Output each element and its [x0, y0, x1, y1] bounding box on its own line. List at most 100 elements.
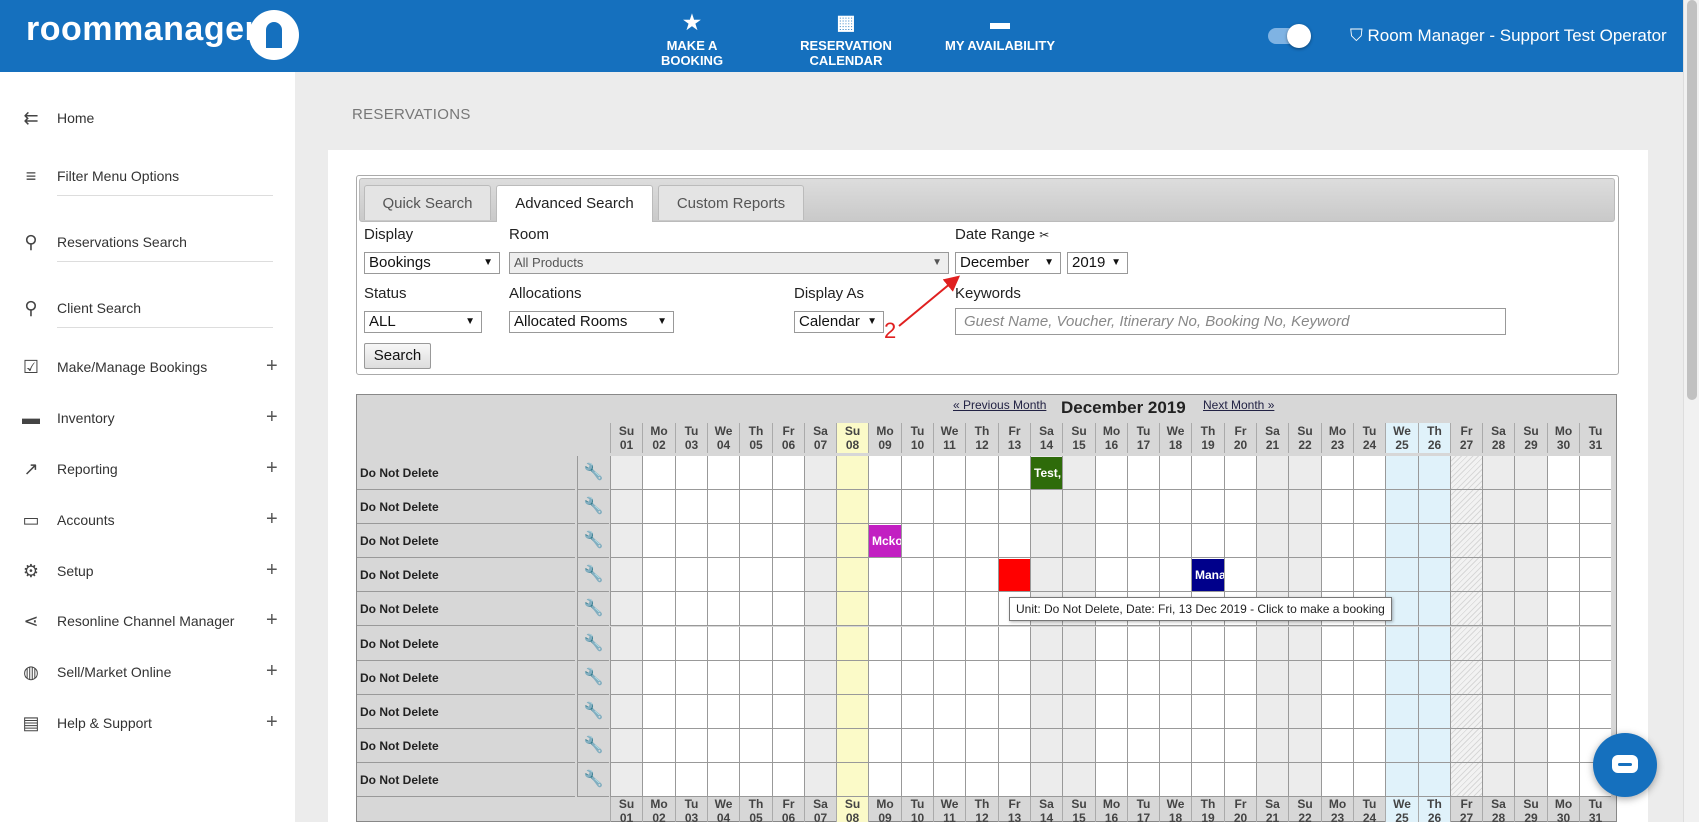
calendar-cell[interactable] [933, 627, 965, 661]
calendar-cell[interactable] [707, 695, 739, 729]
calendar-cell[interactable] [1385, 729, 1418, 763]
calendar-cell[interactable] [1224, 456, 1256, 490]
calendar-cell[interactable] [804, 456, 836, 490]
sidebar-item-make-manage-bookings[interactable]: ☑ Make/Manage Bookings + [0, 347, 295, 387]
calendar-cell[interactable] [707, 490, 739, 524]
calendar-cell[interactable] [1321, 695, 1353, 729]
calendar-cell[interactable] [1159, 729, 1191, 763]
previous-month-link[interactable]: « Previous Month [953, 398, 1046, 412]
calendar-cell[interactable] [1224, 695, 1256, 729]
calendar-cell[interactable] [1191, 627, 1224, 661]
tab-advanced-search[interactable]: Advanced Search [496, 185, 653, 222]
mode-toggle[interactable] [1268, 24, 1311, 48]
calendar-cell[interactable] [998, 524, 1030, 558]
booking-block[interactable]: Test, [1031, 457, 1062, 489]
calendar-cell[interactable] [707, 558, 739, 592]
calendar-cell[interactable] [675, 524, 707, 558]
calendar-cell[interactable] [1514, 729, 1547, 763]
calendar-cell[interactable] [1321, 763, 1353, 797]
calendar-cell[interactable] [675, 490, 707, 524]
calendar-cell[interactable] [1030, 729, 1062, 763]
calendar-cell[interactable] [739, 695, 772, 729]
calendar-cell[interactable] [1095, 763, 1127, 797]
calendar-cell[interactable] [642, 490, 675, 524]
calendar-cell[interactable] [1159, 490, 1191, 524]
calendar-cell[interactable] [739, 661, 772, 695]
calendar-cell[interactable] [1062, 558, 1095, 592]
calendar-cell[interactable] [1418, 695, 1450, 729]
calendar-cell[interactable] [772, 456, 804, 490]
calendar-cell[interactable] [804, 592, 836, 626]
calendar-cell[interactable] [1321, 661, 1353, 695]
calendar-cell[interactable] [901, 661, 933, 695]
sidebar-item-accounts[interactable]: ▭ Accounts + [0, 500, 295, 540]
calendar-cell[interactable] [675, 763, 707, 797]
calendar-cell[interactable] [675, 661, 707, 695]
calendar-cell[interactable] [998, 456, 1030, 490]
calendar-cell[interactable] [1353, 456, 1385, 490]
calendar-cell[interactable] [836, 627, 868, 661]
calendar-cell[interactable] [1547, 592, 1579, 626]
calendar-cell[interactable] [610, 490, 642, 524]
calendar-cell[interactable] [1547, 763, 1579, 797]
calendar-cell[interactable] [1030, 558, 1062, 592]
calendar-cell[interactable] [933, 456, 965, 490]
calendar-cell[interactable] [1191, 490, 1224, 524]
calendar-cell[interactable] [1450, 695, 1482, 729]
calendar-cell[interactable] [1030, 627, 1062, 661]
calendar-cell[interactable] [836, 729, 868, 763]
calendar-cell[interactable] [1321, 627, 1353, 661]
calendar-cell[interactable] [1191, 456, 1224, 490]
calendar-cell[interactable] [642, 695, 675, 729]
calendar-cell[interactable] [675, 456, 707, 490]
calendar-cell[interactable] [1547, 490, 1579, 524]
calendar-cell[interactable] [1547, 661, 1579, 695]
calendar-cell[interactable] [707, 661, 739, 695]
calendar-cell[interactable] [965, 456, 998, 490]
calendar-cell[interactable] [1062, 524, 1095, 558]
calendar-cell[interactable] [1385, 695, 1418, 729]
calendar-cell[interactable] [1159, 456, 1191, 490]
calendar-cell[interactable] [1288, 695, 1321, 729]
calendar-cell[interactable] [998, 661, 1030, 695]
calendar-cell[interactable] [1353, 695, 1385, 729]
calendar-cell[interactable] [1482, 558, 1514, 592]
calendar-cell[interactable] [1321, 456, 1353, 490]
calendar-cell[interactable] [1062, 627, 1095, 661]
wrench-icon[interactable]: 🔧 [577, 661, 609, 695]
calendar-cell[interactable] [1095, 695, 1127, 729]
calendar-cell[interactable] [1482, 661, 1514, 695]
sidebar-item-setup[interactable]: ⚙ Setup + [0, 551, 295, 591]
calendar-cell[interactable] [1224, 661, 1256, 695]
calendar-cell[interactable] [1127, 524, 1159, 558]
calendar-cell[interactable] [965, 627, 998, 661]
calendar-cell[interactable] [1385, 627, 1418, 661]
calendar-cell[interactable] [804, 558, 836, 592]
calendar-cell[interactable] [998, 695, 1030, 729]
calendar-cell[interactable] [1321, 490, 1353, 524]
calendar-cell[interactable] [1482, 456, 1514, 490]
calendar-cell[interactable] [901, 558, 933, 592]
calendar-cell[interactable] [1579, 592, 1611, 626]
calendar-cell[interactable] [1062, 456, 1095, 490]
tab-quick-search[interactable]: Quick Search [364, 185, 491, 220]
calendar-cell[interactable] [1579, 695, 1611, 729]
calendar-cell[interactable] [1095, 729, 1127, 763]
calendar-cell[interactable] [836, 524, 868, 558]
calendar-cell[interactable] [1256, 763, 1288, 797]
calendar-cell[interactable] [1450, 729, 1482, 763]
calendar-cell[interactable] [1385, 524, 1418, 558]
calendar-cell[interactable] [933, 592, 965, 626]
calendar-cell[interactable] [901, 695, 933, 729]
calendar-cell[interactable] [1127, 695, 1159, 729]
calendar-cell[interactable] [965, 558, 998, 592]
calendar-cell[interactable] [1418, 524, 1450, 558]
expand-icon[interactable]: + [266, 660, 278, 682]
calendar-cell[interactable] [739, 558, 772, 592]
calendar-cell[interactable] [1191, 763, 1224, 797]
calendar-cell[interactable] [1127, 490, 1159, 524]
calendar-cell[interactable] [836, 456, 868, 490]
nav-reservation-calendar[interactable]: ▦ RESERVATION CALENDAR [764, 12, 928, 68]
calendar-cell[interactable] [1514, 558, 1547, 592]
calendar-cell[interactable] [965, 763, 998, 797]
